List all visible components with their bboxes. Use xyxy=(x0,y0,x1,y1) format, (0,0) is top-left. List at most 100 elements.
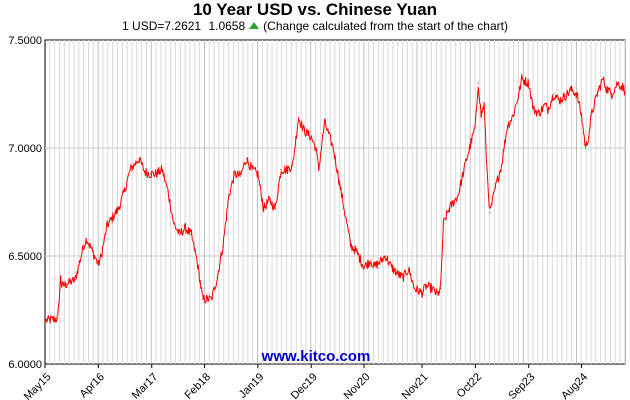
data-point xyxy=(149,173,152,175)
chart-title: 10 Year USD vs. Chinese Yuan xyxy=(192,0,438,19)
data-point xyxy=(553,93,555,95)
data-point xyxy=(280,169,282,171)
data-point xyxy=(274,207,276,210)
data-point xyxy=(538,112,540,115)
data-point xyxy=(106,225,108,227)
data-point xyxy=(425,285,427,287)
data-point xyxy=(65,283,68,285)
data-point xyxy=(144,171,146,173)
data-point xyxy=(161,169,163,171)
usd-cny-series-line xyxy=(44,74,626,324)
data-point xyxy=(474,125,476,127)
data-point xyxy=(292,164,294,166)
data-point xyxy=(129,169,131,171)
data-point xyxy=(605,86,607,89)
data-point xyxy=(297,117,300,119)
data-point xyxy=(622,86,624,89)
data-point xyxy=(112,216,114,218)
data-point xyxy=(448,207,450,210)
data-point xyxy=(486,169,488,171)
data-point xyxy=(57,318,59,320)
data-point xyxy=(528,82,530,84)
data-point xyxy=(228,194,230,197)
data-point xyxy=(390,266,392,268)
data-point xyxy=(286,169,288,171)
data-point xyxy=(580,115,583,117)
y-tick-label: 7.0000 xyxy=(8,143,42,155)
data-point xyxy=(413,287,416,289)
grid-lines xyxy=(45,40,626,364)
data-point xyxy=(315,147,317,149)
data-point xyxy=(167,190,169,192)
x-tick-label: Nov20 xyxy=(342,371,373,400)
x-tick-label: May15 xyxy=(22,371,54,400)
x-tick-label: Aug24 xyxy=(559,371,590,400)
data-point xyxy=(590,115,592,117)
kitco-watermark[interactable]: www.kitco.com xyxy=(261,348,371,365)
data-point xyxy=(477,82,479,84)
data-point xyxy=(344,212,346,214)
data-point xyxy=(61,285,63,287)
up-arrow-icon xyxy=(249,22,260,29)
current-rate-text: 1 USD=7.2621 xyxy=(122,19,202,33)
data-point xyxy=(500,164,503,166)
data-point xyxy=(442,223,445,225)
data-point xyxy=(521,78,523,80)
data-point xyxy=(74,279,76,281)
x-tick-label: Mar17 xyxy=(130,371,161,400)
data-point xyxy=(263,207,265,210)
x-tick-label: Nov21 xyxy=(400,371,431,400)
data-point xyxy=(584,147,587,149)
data-point xyxy=(355,251,358,253)
data-point xyxy=(173,223,175,225)
data-point xyxy=(480,115,482,117)
data-point xyxy=(576,93,578,95)
data-point xyxy=(564,95,566,97)
data-point xyxy=(506,125,508,127)
data-point xyxy=(251,169,253,171)
data-point xyxy=(323,121,326,123)
x-tick-label: Jan19 xyxy=(237,371,267,400)
x-tick-label: Apr16 xyxy=(78,371,107,400)
data-point xyxy=(466,158,468,160)
data-point xyxy=(402,277,404,279)
y-tick-label: 6.0000 xyxy=(8,359,42,371)
data-point xyxy=(596,93,598,95)
data-point xyxy=(421,292,423,294)
data-point xyxy=(257,173,259,175)
data-point xyxy=(268,199,271,201)
data-point xyxy=(100,255,102,257)
data-point xyxy=(431,287,433,289)
data-point xyxy=(239,175,242,177)
data-point xyxy=(558,99,561,102)
data-point xyxy=(155,173,157,175)
data-point xyxy=(408,268,410,270)
data-point xyxy=(489,212,491,214)
series-layer xyxy=(44,74,626,324)
data-point xyxy=(318,169,320,171)
data-point xyxy=(544,104,546,106)
change-value-text: 1.0658 xyxy=(208,19,246,33)
data-point xyxy=(184,227,186,229)
data-point xyxy=(495,186,497,188)
data-point xyxy=(370,259,372,261)
data-point xyxy=(190,233,192,235)
data-point xyxy=(532,108,534,110)
x-tick-label: Sep23 xyxy=(506,371,537,400)
data-point xyxy=(245,158,247,160)
y-tick-label: 7.5000 xyxy=(8,35,42,47)
data-point xyxy=(207,298,210,300)
data-point xyxy=(439,287,442,289)
chart-subtitle: 1 USD=7.2621 1.0658 (Change calculated fr… xyxy=(0,19,630,34)
data-point xyxy=(83,244,85,246)
x-tick-label: Oct22 xyxy=(455,371,484,400)
data-point xyxy=(350,244,352,246)
data-point xyxy=(570,89,572,91)
data-point xyxy=(44,320,46,322)
data-point xyxy=(303,130,305,132)
data-point xyxy=(624,91,626,93)
data-point xyxy=(512,115,514,117)
data-point xyxy=(396,272,398,274)
data-point xyxy=(587,136,590,138)
data-point xyxy=(123,190,126,192)
